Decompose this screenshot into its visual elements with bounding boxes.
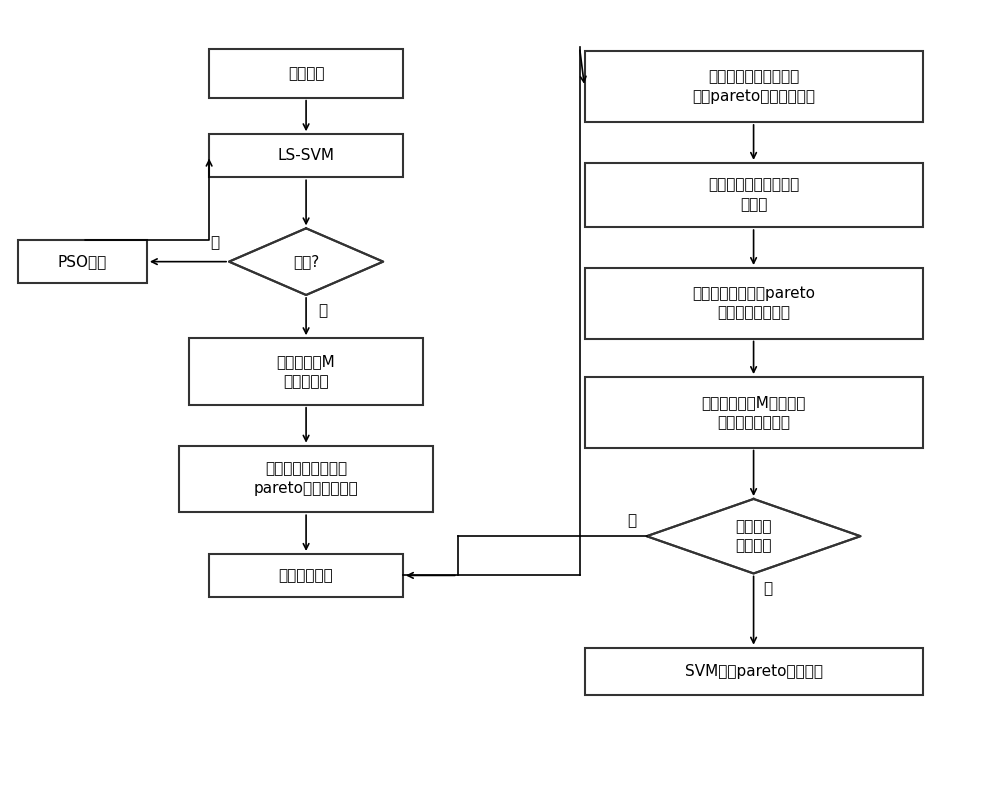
FancyBboxPatch shape [209, 134, 403, 177]
Text: 选出最好的前M个个体作
为下一个父代种群: 选出最好的前M个个体作 为下一个父代种群 [701, 395, 806, 430]
FancyBboxPatch shape [18, 240, 147, 284]
FancyBboxPatch shape [585, 377, 923, 448]
FancyBboxPatch shape [585, 268, 923, 339]
Text: PSO优化: PSO优化 [58, 254, 107, 269]
FancyBboxPatch shape [585, 648, 923, 694]
Text: 收敛?: 收敛? [293, 254, 319, 269]
Text: 是: 是 [764, 581, 773, 596]
Text: LS-SVM: LS-SVM [278, 149, 335, 164]
Text: 是否最大
优化代数: 是否最大 优化代数 [735, 519, 772, 554]
FancyBboxPatch shape [179, 446, 433, 512]
Text: 将父代和子代合并生成
新种群: 将父代和子代合并生成 新种群 [708, 178, 799, 213]
Polygon shape [647, 499, 860, 574]
Text: 生成大小为M
的初始种群: 生成大小为M 的初始种群 [277, 354, 335, 389]
Text: 新种群中个体根据pareto
等级和拥挤距排序: 新种群中个体根据pareto 等级和拥挤距排序 [692, 286, 815, 321]
FancyBboxPatch shape [585, 51, 923, 122]
Text: 计算个体目标函数、
pareto等级和拥挤距: 计算个体目标函数、 pareto等级和拥挤距 [254, 461, 358, 496]
Text: 否: 否 [628, 514, 637, 529]
Text: 计算子代中个体目标函
数、pareto等级和拥挤距: 计算子代中个体目标函 数、pareto等级和拥挤距 [692, 70, 815, 104]
Polygon shape [229, 228, 383, 295]
Text: 是: 是 [318, 303, 327, 318]
FancyBboxPatch shape [189, 338, 423, 404]
Text: SVM模型pareto最优解集: SVM模型pareto最优解集 [685, 664, 823, 679]
FancyBboxPatch shape [209, 49, 403, 98]
Text: 生成子代种群: 生成子代种群 [279, 568, 333, 583]
Text: 数模样本: 数模样本 [288, 66, 324, 81]
FancyBboxPatch shape [585, 163, 923, 228]
FancyBboxPatch shape [209, 554, 403, 597]
Text: 否: 否 [210, 235, 219, 250]
